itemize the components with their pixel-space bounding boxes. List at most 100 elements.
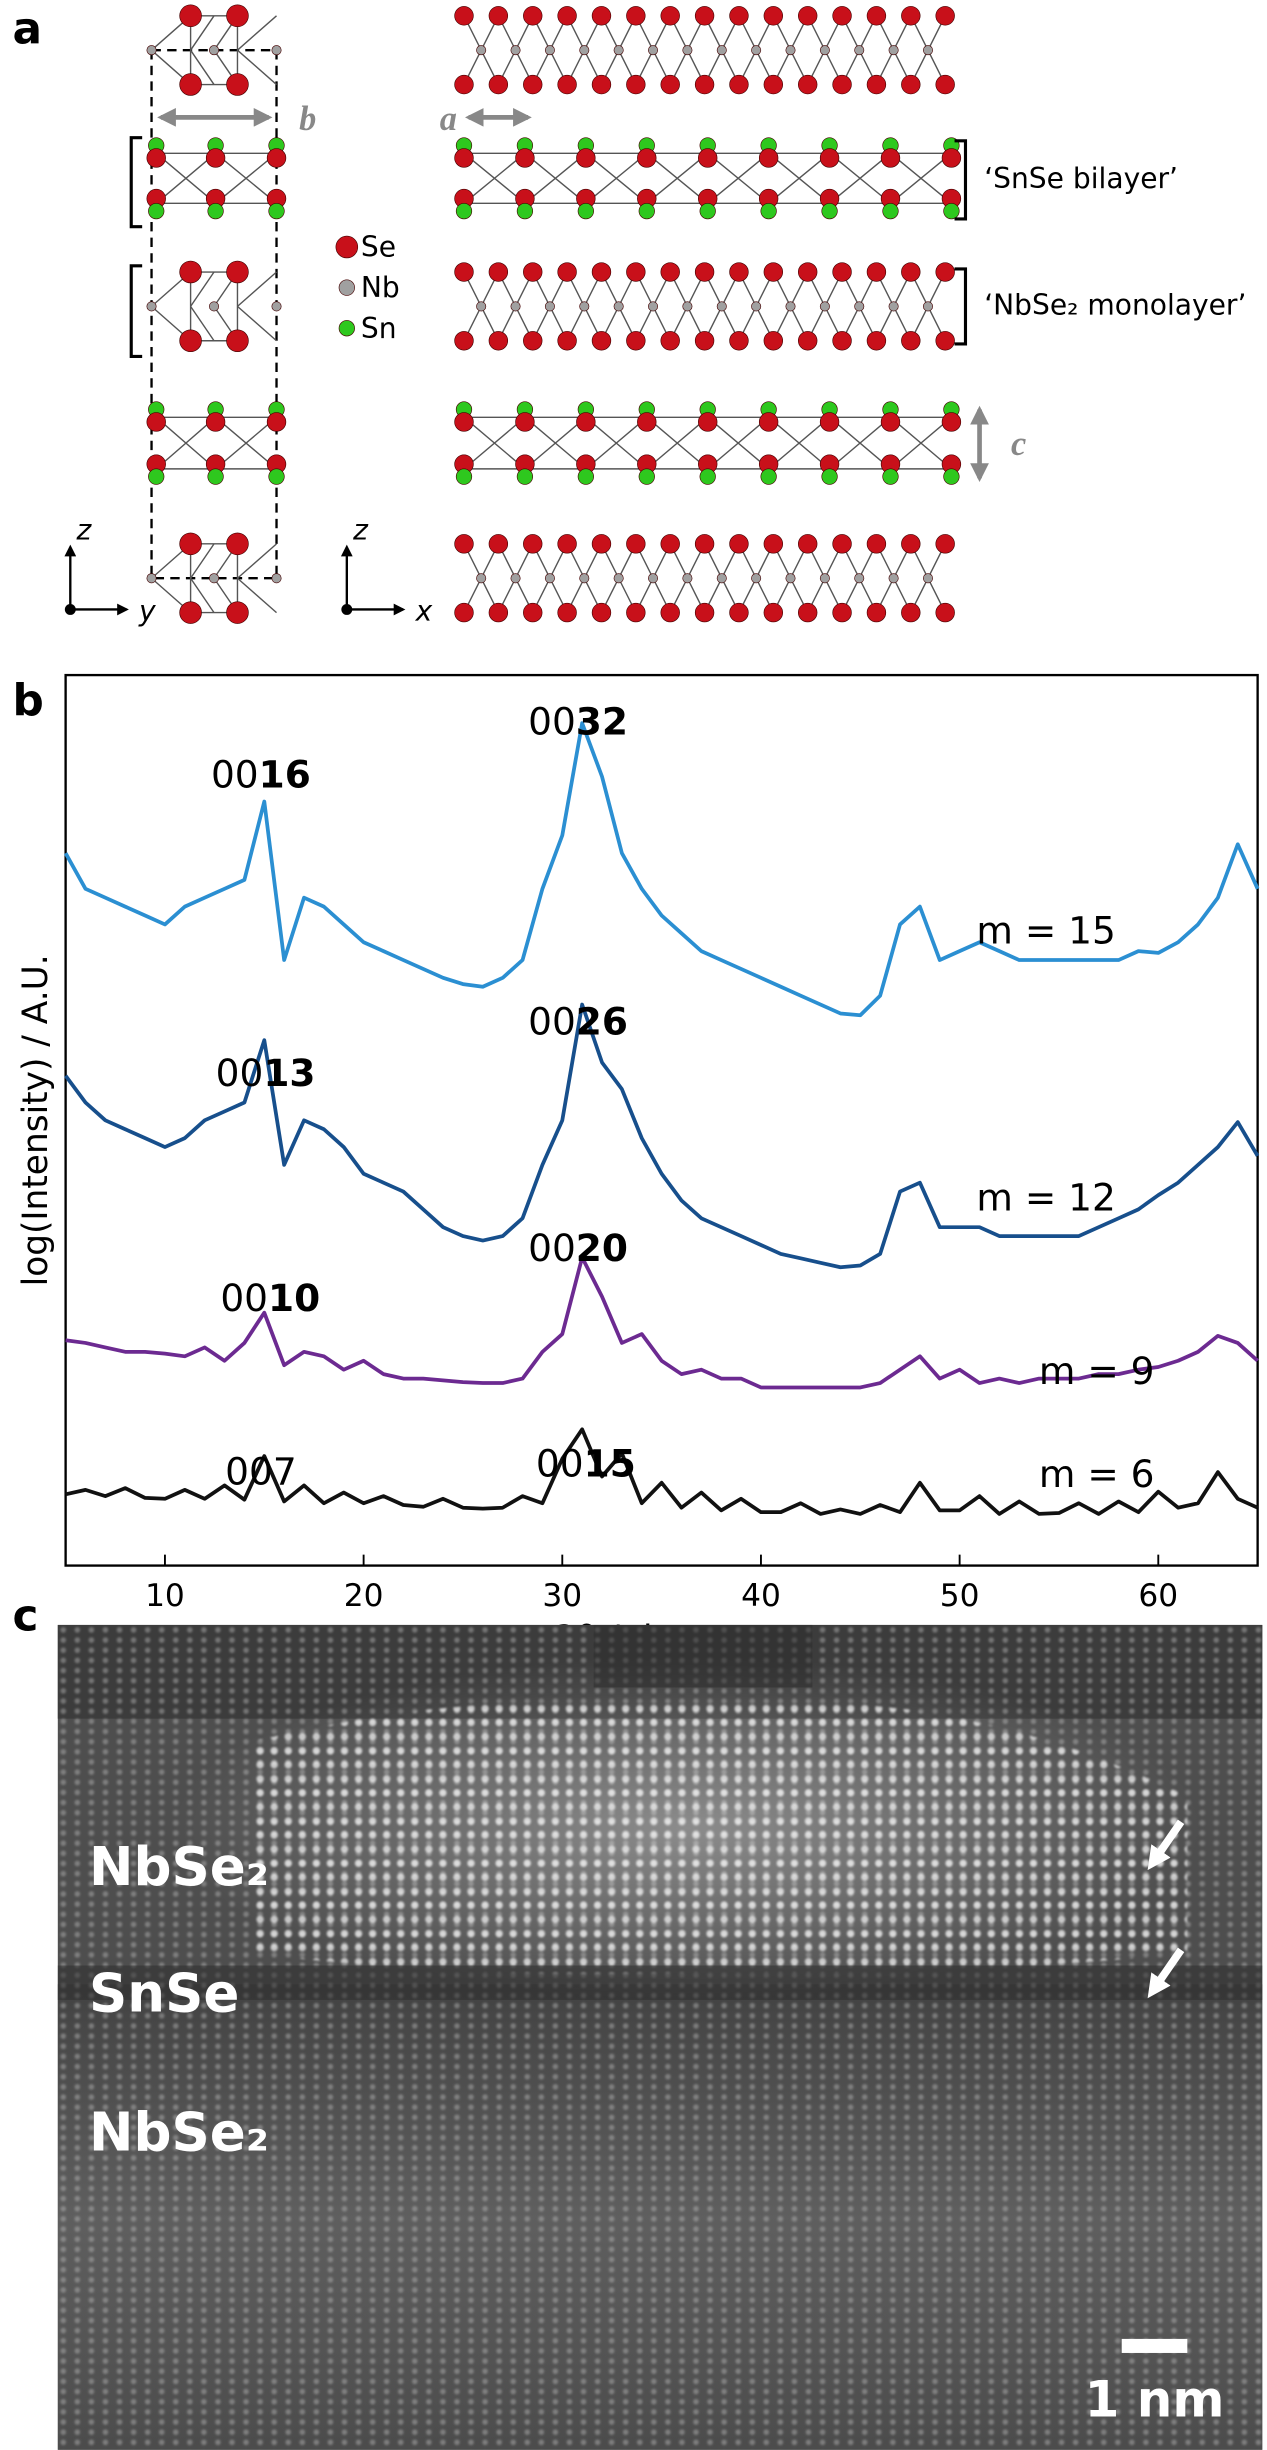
atom	[785, 573, 796, 584]
atom	[866, 331, 887, 351]
atom	[226, 73, 249, 96]
atom	[488, 74, 509, 95]
atom	[637, 412, 657, 432]
bond	[707, 416, 770, 470]
atom	[638, 202, 655, 220]
scale-bar	[1121, 2338, 1188, 2353]
atom	[866, 74, 887, 95]
atom	[682, 573, 693, 584]
atom	[179, 329, 202, 353]
atom	[146, 573, 157, 584]
atom	[660, 6, 680, 26]
atom	[880, 148, 901, 168]
atom	[454, 331, 474, 351]
atom	[798, 6, 818, 26]
atom	[922, 45, 933, 56]
atom	[763, 74, 784, 95]
atom	[226, 329, 249, 353]
series-label: m = 6	[1039, 1452, 1155, 1496]
peak-index: 00	[528, 999, 576, 1043]
atom	[544, 45, 555, 56]
atom	[488, 262, 509, 282]
layer-label: ‘NbSe₂ monolayer’	[984, 288, 1246, 321]
peak-index-bold: 32	[576, 699, 628, 743]
peak-index-bold: 10	[268, 1275, 320, 1319]
bracket	[129, 136, 143, 229]
atom	[179, 260, 202, 284]
layer-label: SnSe	[89, 1962, 239, 2024]
series-label: m = 12	[976, 1176, 1115, 1220]
arrow	[1147, 1819, 1185, 1871]
atom	[455, 202, 473, 220]
atom	[901, 262, 921, 282]
atom	[577, 468, 594, 485]
atom	[205, 412, 226, 432]
bond	[237, 15, 277, 51]
bond	[829, 416, 891, 470]
bond	[890, 416, 952, 470]
atom	[523, 331, 543, 351]
atom	[626, 331, 646, 351]
atom	[751, 301, 762, 312]
atom	[941, 148, 962, 168]
atom	[943, 468, 960, 485]
bond	[463, 416, 526, 470]
peak-index-bold: 13	[263, 1051, 315, 1095]
peak-index: 00	[536, 1441, 584, 1485]
peak-index-bold: 15	[584, 1441, 636, 1485]
peak-label: 0026	[528, 999, 628, 1043]
atom	[648, 301, 659, 312]
atom	[454, 74, 474, 95]
atom	[798, 331, 818, 351]
atom	[613, 301, 624, 312]
panel-label: a	[12, 3, 42, 54]
atom	[557, 534, 577, 554]
atom	[821, 468, 838, 485]
peak-index-bold: 20	[576, 1225, 628, 1269]
atom	[179, 4, 202, 28]
atom	[209, 45, 220, 56]
atom	[510, 301, 521, 312]
atom	[819, 45, 830, 56]
atom	[338, 320, 355, 337]
atom	[523, 262, 543, 282]
atom	[268, 202, 285, 220]
bracket	[954, 267, 968, 346]
atom	[729, 262, 749, 282]
atom	[209, 573, 220, 584]
atom	[338, 279, 355, 296]
atom	[638, 468, 655, 485]
atom	[729, 602, 749, 623]
atom	[716, 573, 727, 584]
atom	[266, 148, 287, 168]
atom	[455, 468, 473, 485]
atom	[922, 573, 933, 584]
bond	[646, 152, 709, 204]
atom	[454, 262, 474, 282]
atom	[832, 262, 852, 282]
atom	[694, 6, 715, 26]
atom	[729, 534, 749, 554]
panel-label: b	[12, 675, 43, 726]
atom	[763, 6, 784, 26]
peak-index: 00	[220, 1275, 268, 1319]
atom	[729, 331, 749, 351]
atom	[591, 262, 612, 282]
lattice-label: a	[440, 100, 457, 138]
axis-origin	[64, 603, 76, 615]
bond	[829, 152, 891, 204]
atom	[854, 573, 865, 584]
layer-label: NbSe₂	[89, 1836, 269, 1898]
bond	[237, 577, 277, 614]
atom	[763, 534, 784, 554]
data-line	[64, 1002, 1260, 1270]
atom	[758, 148, 779, 168]
atom	[694, 534, 715, 554]
bracket	[954, 139, 968, 221]
atom	[832, 331, 852, 351]
atom	[179, 601, 202, 624]
unit-cell	[150, 49, 278, 580]
atom	[591, 602, 612, 623]
peak-index: 00	[528, 699, 576, 743]
